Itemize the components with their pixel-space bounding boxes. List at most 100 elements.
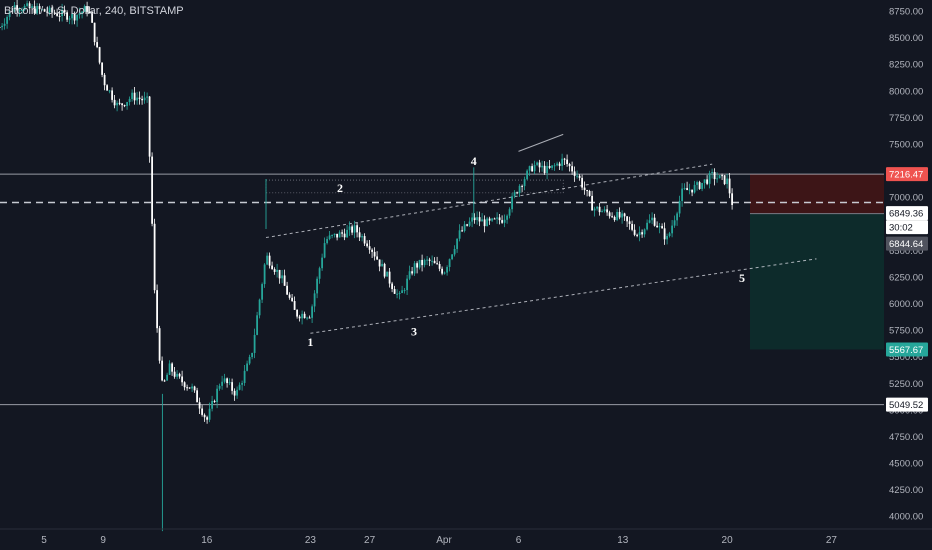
candle-body bbox=[158, 328, 161, 361]
candle-body bbox=[591, 195, 593, 211]
candle-body bbox=[248, 356, 251, 364]
candle bbox=[358, 227, 361, 242]
x-tick-label: 27 bbox=[364, 535, 376, 546]
x-tick-label: 13 bbox=[617, 535, 629, 546]
candle bbox=[483, 215, 486, 233]
target-price-badge: 5567.67 bbox=[889, 345, 923, 356]
candle-body bbox=[176, 373, 178, 377]
candle bbox=[138, 91, 141, 105]
candle-body bbox=[683, 188, 686, 190]
y-tick-label: 8000.00 bbox=[889, 86, 923, 97]
candle bbox=[161, 356, 163, 382]
y-tick-label: 8750.00 bbox=[889, 7, 923, 18]
candle bbox=[296, 309, 298, 319]
candle bbox=[631, 220, 633, 232]
candle-body bbox=[306, 317, 308, 319]
candle bbox=[351, 224, 353, 236]
candle bbox=[28, 1, 31, 9]
candle-body bbox=[238, 384, 241, 390]
candle bbox=[141, 95, 143, 105]
candle-body bbox=[521, 185, 523, 187]
candle bbox=[361, 233, 363, 242]
candle-body bbox=[56, 13, 58, 16]
candle-body bbox=[328, 235, 331, 240]
candle bbox=[176, 370, 178, 380]
y-tick-label: 4750.00 bbox=[889, 432, 923, 443]
candle bbox=[198, 397, 201, 414]
candle bbox=[501, 215, 503, 224]
candle-body bbox=[646, 222, 648, 230]
candle-body bbox=[6, 17, 8, 24]
candle bbox=[453, 245, 456, 257]
candle bbox=[471, 212, 473, 228]
wave-label-4: 4 bbox=[471, 154, 477, 168]
candle-body bbox=[701, 182, 703, 189]
candle bbox=[311, 304, 313, 324]
candle bbox=[428, 257, 431, 267]
candle-body bbox=[416, 263, 418, 268]
candle-body bbox=[298, 316, 301, 319]
candle bbox=[561, 153, 563, 171]
y-tick-label: 8250.00 bbox=[889, 60, 923, 71]
candle-body bbox=[588, 190, 591, 196]
countdown-badge: 30:02 bbox=[889, 223, 913, 234]
candle bbox=[1, 22, 3, 31]
candle bbox=[381, 259, 383, 267]
candle bbox=[613, 215, 616, 222]
candle bbox=[343, 228, 346, 241]
candle-body bbox=[413, 263, 416, 274]
candle bbox=[263, 263, 266, 288]
candle-body bbox=[351, 226, 353, 233]
candle-body bbox=[191, 386, 193, 389]
candle-body bbox=[486, 218, 488, 227]
candle-body bbox=[346, 229, 348, 238]
candle-body bbox=[68, 18, 71, 20]
candle-body bbox=[126, 102, 128, 106]
candle-body bbox=[31, 6, 33, 8]
candle-body bbox=[456, 238, 458, 249]
candle bbox=[603, 206, 606, 213]
candle-body bbox=[421, 259, 423, 266]
candle-body bbox=[206, 417, 208, 420]
candle bbox=[476, 211, 478, 225]
y-tick-label: 7000.00 bbox=[889, 193, 923, 204]
candle-body bbox=[43, 9, 46, 12]
candle bbox=[678, 195, 681, 218]
candle-body bbox=[33, 6, 36, 14]
candle-body bbox=[471, 217, 473, 222]
candle bbox=[388, 268, 391, 288]
candle-body bbox=[131, 92, 133, 99]
candle bbox=[333, 233, 336, 238]
y-tick-label: 5250.00 bbox=[889, 379, 923, 390]
candle-body bbox=[678, 201, 681, 214]
candle-body bbox=[536, 162, 538, 165]
candle-body bbox=[3, 23, 6, 26]
candle bbox=[648, 214, 651, 224]
candle-body bbox=[358, 232, 361, 238]
candle-body bbox=[93, 22, 96, 43]
candle-body bbox=[8, 11, 11, 18]
candle bbox=[63, 5, 66, 16]
candle-body bbox=[151, 156, 153, 224]
candle-body bbox=[116, 102, 118, 106]
candle-body bbox=[278, 269, 281, 279]
candle-body bbox=[246, 363, 248, 371]
candle-body bbox=[641, 232, 643, 235]
candle bbox=[363, 233, 366, 246]
candle-body bbox=[708, 173, 711, 184]
candle-body bbox=[428, 259, 431, 261]
candle-body bbox=[568, 164, 571, 167]
candle bbox=[286, 281, 288, 295]
candle bbox=[468, 217, 471, 227]
stop-price-badge: 7216.47 bbox=[889, 170, 923, 181]
candle-body bbox=[388, 271, 391, 284]
candle-body bbox=[216, 388, 218, 403]
y-tick-label: 5500.00 bbox=[889, 352, 923, 363]
candle-body bbox=[468, 221, 471, 226]
candle-body bbox=[111, 90, 113, 100]
candle-body bbox=[108, 90, 111, 92]
candle bbox=[491, 217, 493, 223]
candle bbox=[446, 265, 448, 276]
candle bbox=[246, 360, 248, 372]
